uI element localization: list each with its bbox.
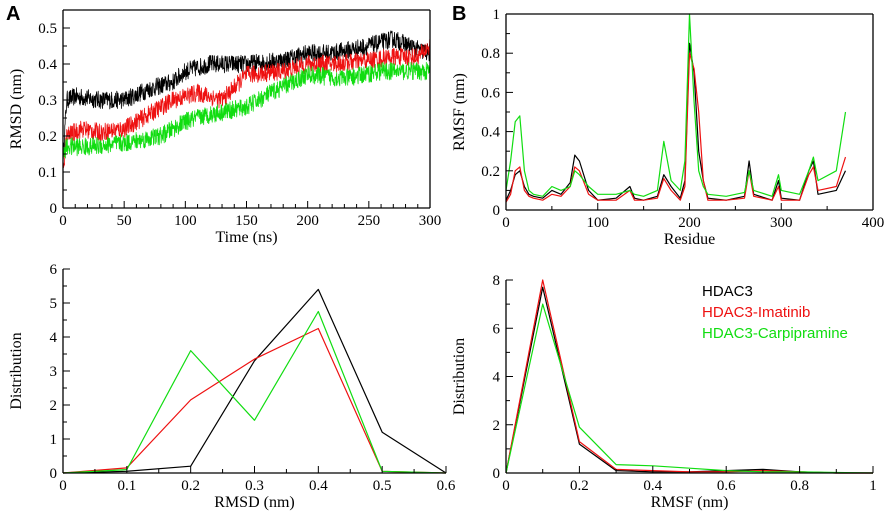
rmsf-distribution-y-tick-label: 0	[493, 466, 501, 482]
rmsf-distribution-series-hdac3-carpipramine	[505, 303, 874, 474]
rmsf-residue-x-label: Residue	[664, 231, 716, 248]
rmsf-residue-series-hdac3	[505, 42, 847, 201]
rmsd-distribution-x-tick-label: 0.2	[181, 478, 200, 494]
rmsd-time-x-tick-label: 300	[419, 213, 442, 229]
rmsf-distribution-y-tick-label: 2	[493, 418, 501, 434]
rmsd-time-x-tick-label: 100	[174, 213, 197, 229]
legend-hdac3-carpipramine: HDAC3-Carpipramine	[702, 325, 848, 342]
rmsd-distribution-y-label: Distribution	[8, 332, 25, 409]
rmsd-time-series-hdac3-imatinib	[62, 39, 431, 168]
rmsf-residue-x-tick-label: 400	[862, 215, 885, 231]
rmsd-time-y-tick-label: 0.4	[38, 57, 57, 73]
rmsf-residue-plot: 0 100 200 300 400 0 0.2 0.4 0.6 0.8 1 Residue RMSF (…	[451, 7, 884, 248]
rmsf-distribution-x-tick-label: 0.6	[717, 478, 736, 494]
rmsf-distribution-x-tick-label: 0	[502, 478, 510, 494]
rmsf-residue-x-tick-label: 100	[587, 215, 610, 231]
rmsd-time-x-tick-label: 250	[358, 213, 381, 229]
rmsd-time-y-tick-label: 0.3	[38, 93, 57, 109]
rmsd-time-plot: 0 50 100 150 200 250 300 0 0.1 0.2 0.3 0.4 0.5 Time (…	[8, 9, 442, 246]
rmsd-distribution-y-tick-label: 0	[50, 466, 58, 482]
rmsf-distribution-x-label: RMSF (nm)	[651, 494, 729, 511]
rmsd-distribution-x-tick-label: 0.1	[117, 478, 136, 494]
rmsd-time-x-tick-label: 50	[117, 213, 132, 229]
rmsf-residue-series-hdac3-imatinib	[505, 52, 847, 203]
legend-hdac3: HDAC3	[702, 283, 753, 300]
rmsd-time-x-tick-label: 0	[59, 213, 67, 229]
rmsf-residue-y-tick-label: 0.4	[481, 125, 500, 141]
rmsd-time-y-label: RMSD (nm)	[8, 69, 25, 149]
rmsd-distribution-plot: 0 0.1 0.2 0.3 0.4 0.5 0.6 0 1 2 3 4 5 6 RMSD (nm) Distr…	[8, 262, 456, 511]
rmsf-distribution-y-tick-label: 4	[493, 370, 501, 386]
rmsd-distribution-x-label: RMSD (nm)	[214, 494, 294, 511]
rmsd-distribution-x-tick-label: 0.5	[373, 478, 392, 494]
rmsf-residue-y-tick-label: 1	[493, 7, 501, 23]
rmsf-residue-x-tick-label: 200	[678, 215, 701, 231]
rmsd-distribution-y-tick-label: 1	[50, 432, 58, 448]
rmsd-distribution-x-tick-label: 0.6	[437, 478, 456, 494]
rmsf-residue-y-label: RMSF (nm)	[451, 73, 468, 151]
rmsf-distribution-y-tick-label: 8	[493, 273, 501, 289]
rmsd-distribution-series-hdac3-carpipramine	[62, 310, 447, 474]
rmsf-residue-y-tick-label: 0.2	[481, 164, 500, 180]
rmsd-distribution-x-tick-label: 0	[59, 478, 67, 494]
rmsd-distribution-y-tick-label: 3	[50, 364, 58, 380]
rmsf-distribution-series-hdac3-imatinib	[505, 279, 873, 474]
legend: HDAC3 HDAC3-Imatinib HDAC3-Carpipramine	[702, 283, 848, 342]
rmsd-time-x-tick-label: 200	[296, 213, 319, 229]
rmsd-distribution-series-hdac3-imatinib	[62, 327, 447, 474]
rmsf-residue-y-tick-label: 0.6	[481, 85, 500, 101]
rmsd-distribution-x-tick-label: 0.3	[245, 478, 264, 494]
rmsd-time-series-hdac3	[62, 30, 431, 169]
legend-hdac3-imatinib: HDAC3-Imatinib	[702, 304, 810, 321]
rmsf-residue-y-tick-label: 0	[493, 203, 501, 219]
rmsf-distribution-y-tick-label: 6	[493, 321, 501, 337]
rmsf-distribution-x-tick-label: 0.2	[570, 478, 589, 494]
rmsd-time-y-tick-label: 0.2	[38, 129, 57, 145]
rmsf-residue-series-hdac3-carpipramine	[505, 13, 847, 197]
rmsd-time-x-label: Time (ns)	[215, 229, 277, 246]
panel-label-b: B	[452, 3, 466, 25]
rmsd-time-x-tick-label: 150	[235, 213, 258, 229]
rmsd-time-y-tick-label: 0	[50, 201, 58, 217]
rmsf-distribution-plot: 0 0.2 0.4 0.6 0.8 1 0 2 4 6 8 RMSF (nm) Distribution	[451, 273, 877, 511]
rmsf-distribution-series-hdac3	[505, 286, 873, 474]
rmsf-residue-x-tick-label: 300	[770, 215, 793, 231]
rmsd-distribution-y-tick-label: 2	[50, 398, 58, 414]
rmsd-time-series-hdac3-carpipramine	[62, 61, 431, 159]
rmsf-residue-x-tick-label: 0	[502, 215, 510, 231]
rmsd-distribution-y-tick-label: 4	[50, 330, 58, 346]
panel-label-a: A	[6, 3, 20, 25]
rmsf-distribution-x-tick-label: 1	[869, 478, 877, 494]
rmsd-time-y-tick-label: 0.1	[38, 165, 57, 181]
rmsf-residue-y-tick-label: 0.8	[481, 46, 500, 62]
rmsd-distribution-y-tick-label: 6	[50, 262, 58, 278]
rmsf-distribution-x-tick-label: 0.4	[643, 478, 662, 494]
rmsd-distribution-series-hdac3	[62, 288, 447, 474]
rmsf-distribution-y-label: Distribution	[451, 338, 468, 415]
rmsd-distribution-y-tick-label: 5	[50, 296, 58, 312]
rmsd-time-y-tick-label: 0.5	[38, 21, 57, 37]
rmsf-distribution-x-tick-label: 0.8	[790, 478, 809, 494]
rmsd-distribution-x-tick-label: 0.4	[309, 478, 328, 494]
